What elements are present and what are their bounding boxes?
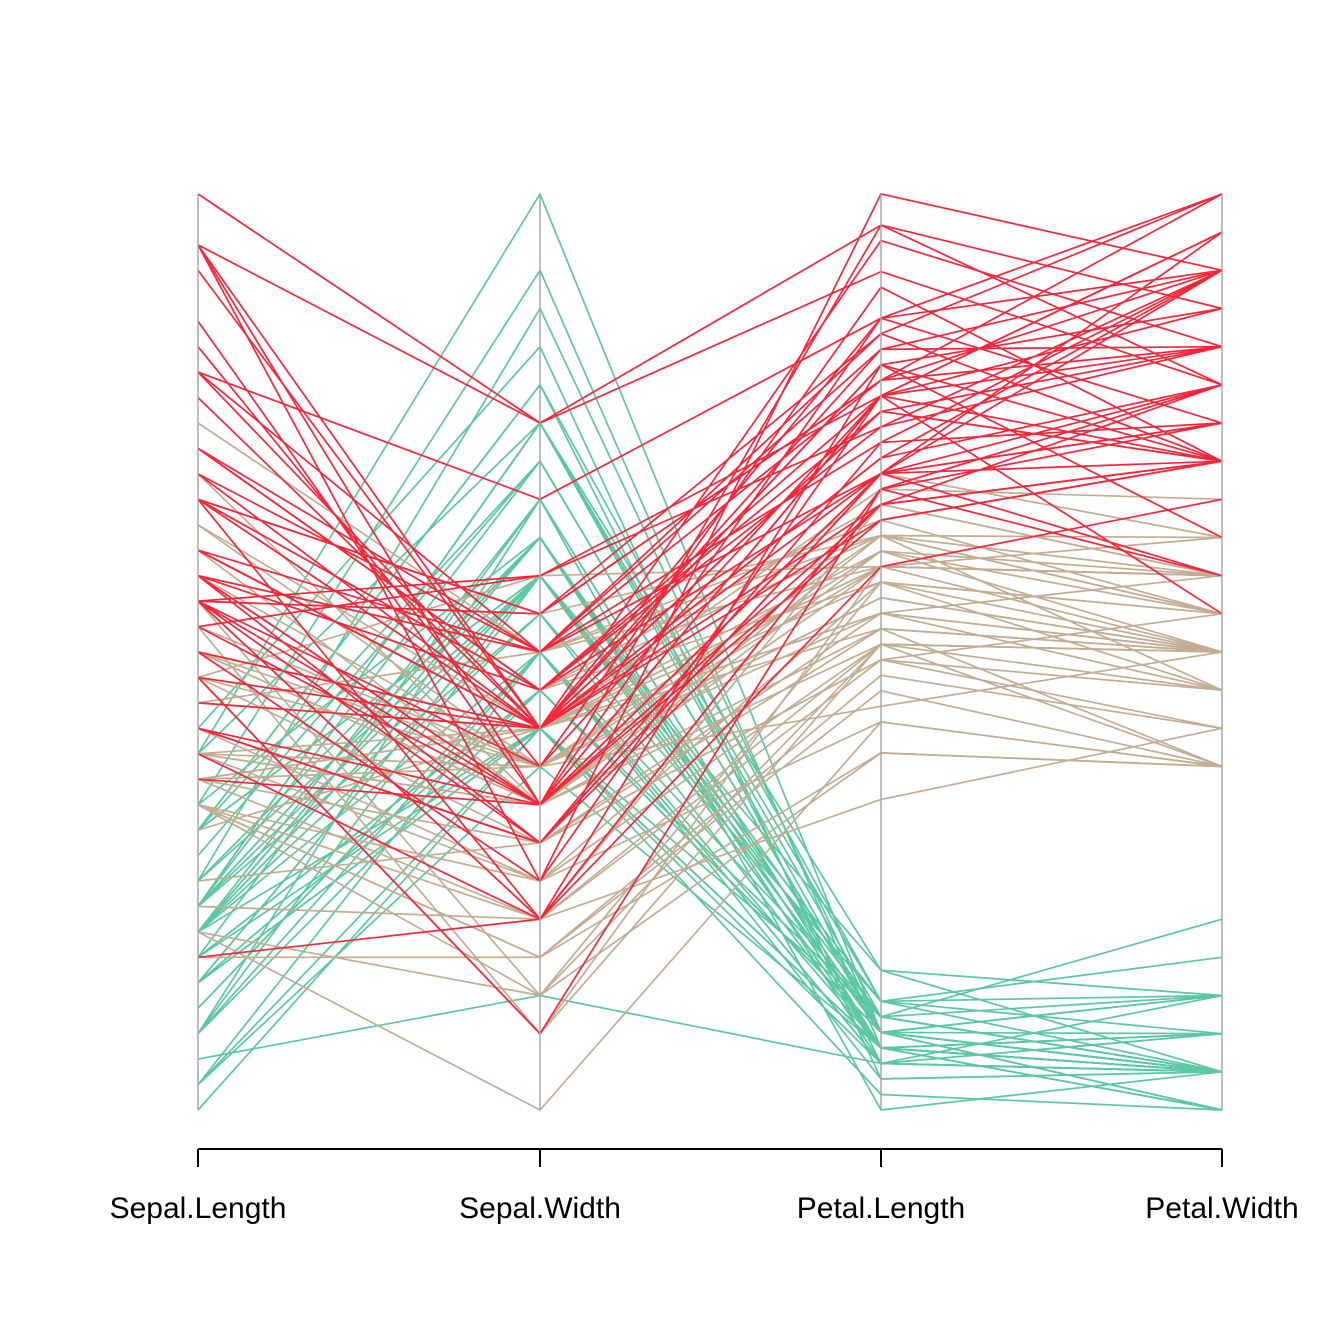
polyline-setosa-14 — [197, 727, 1223, 1111]
polyline-versicolor-90 — [197, 643, 1223, 921]
polyline-versicolor-91 — [197, 581, 1223, 882]
axes-layer — [197, 194, 1223, 1110]
bottom-axis — [197, 1148, 1223, 1167]
polyline-virginica-150 — [197, 460, 1223, 730]
polyline-virginica-132 — [197, 193, 1223, 424]
polyline-virginica-145 — [197, 193, 1223, 615]
polyline-versicolor-98 — [197, 596, 1223, 768]
axis-label-sepal-width: Sepal.Width — [459, 1192, 621, 1225]
polyline-virginica-147 — [197, 422, 1223, 921]
polyline-virginica-136 — [197, 244, 1223, 730]
polyline-virginica-142 — [197, 269, 1223, 692]
polyline-versicolor-96 — [197, 612, 1223, 755]
polyline-setosa-49 — [197, 459, 1223, 1073]
polyline-virginica-138 — [197, 410, 1223, 692]
polyline-virginica-126 — [197, 332, 1223, 654]
polyline-virginica-130 — [197, 363, 1223, 730]
polylines-layer — [197, 192, 1223, 1112]
polyline-virginica-101 — [197, 193, 1223, 615]
polyline-versicolor-86 — [197, 536, 1223, 679]
axis-labels: Sepal.Length Sepal.Width Petal.Length Pe… — [110, 1192, 1299, 1225]
polyline-setosa-42 — [197, 994, 1223, 1065]
polyline-versicolor-88 — [197, 581, 1223, 997]
polyline-virginica-110 — [197, 193, 1223, 501]
polyline-versicolor-80 — [197, 721, 1223, 882]
polyline-virginica-139 — [197, 460, 1223, 730]
polyline-virginica-149 — [197, 269, 1223, 628]
polyline-setosa-43 — [197, 650, 1223, 1086]
polyline-virginica-143 — [197, 422, 1223, 844]
polyline-virginica-141 — [197, 231, 1223, 692]
axis-label-sepal-length: Sepal.Length — [110, 1192, 287, 1225]
polyline-versicolor-82 — [197, 689, 1223, 959]
polyline-setosa-11 — [197, 459, 1223, 1073]
polyline-virginica-148 — [197, 383, 1223, 730]
polyline-versicolor-99 — [197, 727, 1223, 921]
polyline-virginica-135 — [197, 394, 1223, 883]
axis-label-petal-length: Petal.Length — [797, 1192, 965, 1225]
polyline-virginica-112 — [197, 422, 1223, 844]
polyline-versicolor-100 — [197, 627, 1223, 806]
polyline-virginica-118 — [197, 224, 1223, 424]
polyline-versicolor-94 — [197, 752, 1223, 997]
polyline-virginica-122 — [197, 383, 1223, 806]
polyline-virginica-120 — [197, 488, 1223, 1036]
polyline-virginica-123 — [197, 224, 1223, 807]
polyline-setosa-44 — [197, 536, 1223, 1018]
polyline-setosa-47 — [197, 421, 1223, 1073]
axis-label-petal-width: Petal.Width — [1145, 1192, 1298, 1225]
